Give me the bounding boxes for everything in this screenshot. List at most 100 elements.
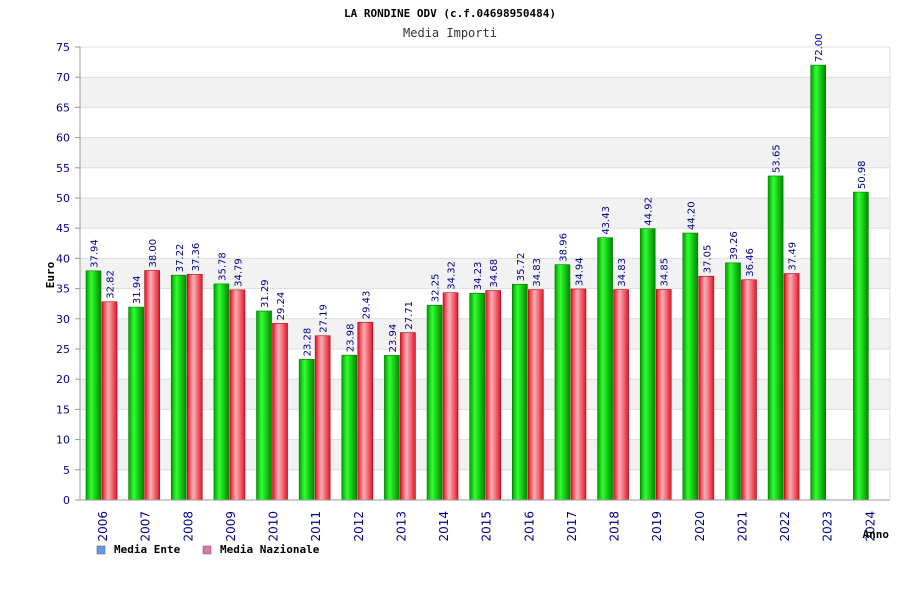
data-label-media-nazionale-2008: 37.36 [191,243,202,272]
bar-media-nazionale-2020 [698,275,715,501]
y-tick-label: 55 [56,162,70,175]
bar-media-nazionale-2017 [570,288,587,501]
grid-band [80,137,890,168]
data-label-media-ente-2024: 50.98 [857,160,868,189]
bar-media-nazionale-2007 [144,270,160,501]
x-tick-label-2006: 2006 [96,511,110,542]
y-axis-label: Euro [44,261,57,288]
bar-media-nazionale-2011 [314,335,331,501]
x-tick-label-2017: 2017 [565,511,579,542]
data-label-media-ente-2011: 23.28 [303,328,314,357]
data-label-media-ente-2013: 23.94 [388,324,399,353]
y-tick-label: 0 [63,494,70,507]
y-tick-label: 30 [56,313,70,326]
bar-media-ente-2013 [384,355,400,501]
x-tick-label-2013: 2013 [394,511,408,542]
data-label-media-ente-2021: 39.26 [729,231,740,260]
bar-media-nazionale-2019 [655,289,672,501]
bar-media-ente-2011 [298,359,315,501]
x-tick-label-2012: 2012 [352,511,366,542]
bar-media-ente-2022 [767,175,784,501]
data-label-media-ente-2017: 38.96 [558,233,569,262]
bar-media-nazionale-2015 [485,290,501,501]
y-axis-ticks: 0 5 10 15 20 25 30 35 40 45 50 55 60 65 70 75 [56,41,80,507]
bar-media-nazionale-2006 [101,301,118,501]
bar-media-nazionale-2010 [272,323,288,501]
bar-media-ente-2024 [853,191,869,501]
legend-label-media-nazionale: Media Nazionale [220,543,320,556]
y-tick-label: 35 [56,283,70,296]
data-label-media-nazionale-2010: 29.24 [276,292,287,321]
x-tick-label-2008: 2008 [181,511,195,542]
legend-swatch-media-ente [96,545,106,555]
bar-media-nazionale-2016 [528,289,544,501]
bar-media-ente-2020 [682,232,699,501]
grid-band [80,198,890,229]
y-tick-label: 15 [56,403,70,416]
bar-media-ente-2023 [810,64,827,501]
x-tick-label-2010: 2010 [267,511,281,542]
x-tick-label-2011: 2011 [309,511,323,542]
y-tick-label: 20 [56,373,70,386]
data-label-media-nazionale-2022: 37.49 [788,242,799,271]
data-label-media-nazionale-2009: 34.79 [233,258,244,287]
data-label-media-nazionale-2014: 34.32 [447,261,458,290]
data-label-media-ente-2006: 37.94 [90,239,101,268]
y-tick-label: 75 [56,41,70,54]
bar-media-ente-2015 [469,292,485,501]
bar-media-ente-2010 [256,310,272,501]
data-labels: 37.94 32.82 31.94 38.00 37.22 37.36 35.78 34.79… [90,33,868,356]
data-label-media-ente-2016: 35.72 [516,253,527,282]
data-label-media-ente-2018: 43.43 [601,206,612,235]
data-label-media-ente-2023: 72.00 [814,33,825,62]
x-tick-label-2021: 2021 [735,511,749,542]
y-tick-label: 65 [56,101,70,114]
bar-media-ente-2006 [85,270,102,501]
bar-media-nazionale-2013 [400,332,416,501]
data-label-media-nazionale-2013: 27.71 [404,301,415,330]
bar-media-ente-2017 [554,264,571,501]
data-label-media-ente-2010: 31.29 [260,279,271,308]
x-tick-label-2024: 2024 [863,511,877,542]
y-tick-label: 10 [56,434,70,447]
y-tick-label: 50 [56,192,70,205]
y-tick-label: 45 [56,222,70,235]
data-label-media-nazionale-2012: 29.43 [361,291,372,320]
data-label-media-nazionale-2007: 38.00 [148,239,159,268]
data-label-media-ente-2020: 44.20 [686,201,697,230]
bar-media-ente-2008 [170,274,187,501]
data-label-media-ente-2019: 44.92 [644,197,655,226]
data-label-media-ente-2012: 23.98 [345,324,356,353]
bar-media-nazionale-2014 [442,292,459,501]
data-label-media-nazionale-2021: 36.46 [745,248,756,277]
bar-media-nazionale-2018 [613,289,629,501]
y-tick-label: 70 [56,71,70,84]
bar-media-nazionale-2021 [741,279,757,501]
grid-band [80,77,890,108]
data-label-media-ente-2022: 53.65 [772,144,783,173]
bar-media-ente-2007 [128,306,144,501]
x-tick-label-2016: 2016 [522,511,536,542]
legend: Media Ente Media Nazionale [96,543,320,556]
x-axis-label: Anno [863,528,890,541]
x-tick-label-2018: 2018 [608,511,622,542]
bar-media-nazionale-2008 [186,274,203,501]
chart-subtitle: Media Importi [403,26,497,40]
y-tick-label: 25 [56,343,70,356]
data-label-media-nazionale-2006: 32.82 [106,270,117,299]
legend-label-media-ente: Media Ente [114,543,181,556]
data-label-media-nazionale-2016: 34.83 [532,258,543,287]
bar-media-ente-2012 [341,354,358,501]
y-tick-label: 40 [56,252,70,265]
data-label-media-ente-2014: 32.25 [431,274,442,303]
data-label-media-ente-2009: 35.78 [217,252,228,281]
data-label-media-nazionale-2015: 34.68 [489,259,500,288]
y-tick-label: 60 [56,132,70,145]
x-tick-label-2014: 2014 [437,511,451,542]
bar-media-ente-2016 [512,283,528,501]
bar-media-ente-2014 [426,304,443,501]
data-label-media-nazionale-2017: 34.94 [574,257,585,286]
x-tick-label-2020: 2020 [693,511,707,542]
x-tick-label-2015: 2015 [480,511,494,542]
